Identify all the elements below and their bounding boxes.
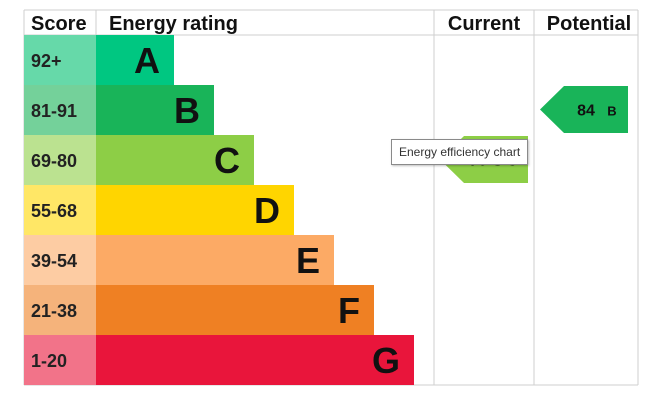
- potential-rating-arrow-value: 84: [577, 103, 595, 120]
- band-bar: [96, 35, 174, 85]
- header-potential: Potential: [547, 13, 631, 35]
- potential-rating-arrow: 84 B: [540, 86, 628, 133]
- band-b: 81-91 B: [24, 85, 214, 135]
- band-range-label: 81-91: [31, 101, 77, 121]
- band-bar: [96, 335, 414, 385]
- band-f: 21-38 F: [24, 285, 374, 335]
- band-letter: B: [174, 90, 200, 131]
- band-range-label: 21-38: [31, 301, 77, 321]
- column-headers: Score Energy rating Current Potential: [31, 13, 631, 35]
- band-letter: D: [254, 190, 280, 231]
- chart-tooltip: Energy efficiency chart: [391, 139, 529, 165]
- band-g: 1-20 G: [24, 335, 414, 385]
- band-c: 69-80 C: [24, 135, 254, 185]
- band-range-label: 55-68: [31, 201, 77, 221]
- rating-bands: 92+ A 81-91 B 69-80 C 55-68 D 39-54 E 21-38 F 1-20 G: [24, 35, 414, 385]
- header-current: Current: [448, 13, 521, 35]
- band-range-label: 92+: [31, 51, 62, 71]
- potential-rating-arrow-shape: [540, 86, 628, 133]
- potential-rating-arrow-letter: B: [607, 104, 616, 119]
- header-energy-rating: Energy rating: [109, 13, 238, 35]
- band-letter: E: [296, 240, 320, 281]
- band-range-label: 1-20: [31, 351, 67, 371]
- band-letter: F: [338, 290, 360, 331]
- band-range-label: 39-54: [31, 251, 77, 271]
- band-range-cell: [24, 35, 96, 85]
- band-bar: [96, 285, 374, 335]
- band-range-cell: [24, 285, 96, 335]
- band-d: 55-68 D: [24, 185, 294, 235]
- band-letter: G: [372, 340, 400, 381]
- band-range-cell: [24, 135, 96, 185]
- band-bar: [96, 235, 334, 285]
- band-letter: C: [214, 140, 240, 181]
- header-score: Score: [31, 13, 87, 35]
- band-bar: [96, 85, 214, 135]
- band-bar: [96, 135, 254, 185]
- band-range-cell: [24, 185, 96, 235]
- band-range-cell: [24, 85, 96, 135]
- band-bar: [96, 185, 294, 235]
- band-e: 39-54 E: [24, 235, 334, 285]
- band-a: 92+ A: [24, 35, 174, 85]
- band-range-label: 69-80: [31, 151, 77, 171]
- band-range-cell: [24, 335, 96, 385]
- band-letter: A: [134, 40, 160, 81]
- band-range-cell: [24, 235, 96, 285]
